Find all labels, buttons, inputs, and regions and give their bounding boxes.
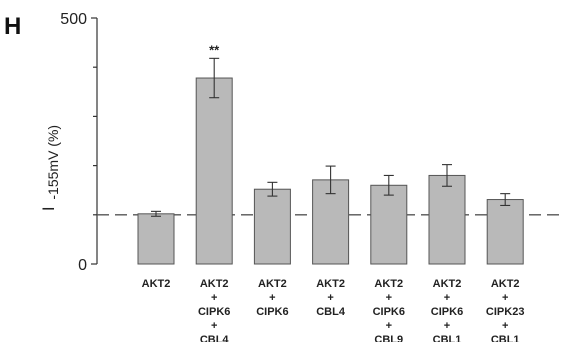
bar bbox=[137, 213, 175, 265]
y-axis-label: I -155mV (%) bbox=[39, 125, 61, 211]
x-tick-label: AKT2 + CBL4 bbox=[316, 278, 346, 318]
axes: 0 500 bbox=[60, 11, 98, 274]
x-tick-label: AKT2 + CIPK6 + CBL9 bbox=[373, 278, 405, 342]
x-tick-labels: AKT2 AKT2 + CIPK6 + CBL4 AKT2 + CIPK6 AKT2 + CBL4 AK… bbox=[142, 278, 525, 342]
x-tick-label: AKT2 + CIPK23 + CBL1 bbox=[486, 278, 525, 342]
x-tick-label: AKT2 + CIPK6 + CBL4 bbox=[198, 278, 230, 342]
bar bbox=[253, 188, 291, 265]
y-axis-label-subscript: -155mV (%) bbox=[45, 125, 61, 200]
bar bbox=[428, 174, 466, 265]
y-axis-label-main: I bbox=[39, 206, 58, 211]
x-tick-label: AKT2 + CIPK6 bbox=[256, 278, 288, 318]
bar bbox=[195, 77, 233, 265]
significance-annotation: ** bbox=[209, 42, 220, 57]
y-tick-label: 0 bbox=[78, 257, 87, 274]
bars: ** bbox=[137, 42, 524, 265]
bar bbox=[486, 199, 524, 265]
x-tick-label: AKT2 bbox=[142, 278, 171, 290]
svg-text:I -155mV (%): I -155mV (%) bbox=[39, 125, 61, 211]
y-tick-label: 500 bbox=[60, 11, 87, 28]
panel-label: H bbox=[4, 13, 21, 40]
bar bbox=[370, 184, 408, 265]
x-tick-label: AKT2 + CIPK6 + CBL1 bbox=[431, 278, 463, 342]
